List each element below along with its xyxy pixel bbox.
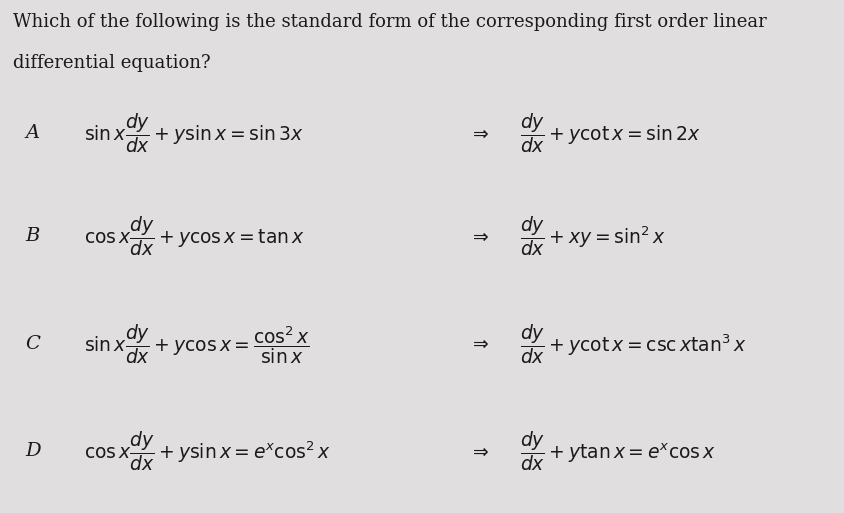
Text: $\dfrac{dy}{dx}+xy=\sin^{2}x$: $\dfrac{dy}{dx}+xy=\sin^{2}x$ — [519, 214, 665, 258]
Text: $\sin x\dfrac{dy}{dx}+y\cos x=\dfrac{\cos^{2}x}{\sin x}$: $\sin x\dfrac{dy}{dx}+y\cos x=\dfrac{\co… — [84, 322, 311, 366]
Text: $\dfrac{dy}{dx}+y\tan x=e^{x}\cos x$: $\dfrac{dy}{dx}+y\tan x=e^{x}\cos x$ — [519, 429, 715, 473]
Text: $\Rightarrow$: $\Rightarrow$ — [468, 334, 489, 353]
Text: B: B — [25, 227, 40, 245]
Text: D: D — [25, 442, 41, 461]
Text: differential equation?: differential equation? — [13, 54, 210, 72]
Text: A: A — [25, 124, 40, 143]
Text: $\dfrac{dy}{dx}+y\cot x=\sin 2x$: $\dfrac{dy}{dx}+y\cot x=\sin 2x$ — [519, 111, 700, 155]
Text: $\Rightarrow$: $\Rightarrow$ — [468, 442, 489, 461]
Text: $\Rightarrow$: $\Rightarrow$ — [468, 124, 489, 143]
Text: $\sin x\dfrac{dy}{dx}+y\sin x=\sin 3x$: $\sin x\dfrac{dy}{dx}+y\sin x=\sin 3x$ — [84, 111, 304, 155]
Text: C: C — [25, 334, 41, 353]
Text: $\Rightarrow$: $\Rightarrow$ — [468, 226, 489, 246]
Text: $\dfrac{dy}{dx}+y\cot x=\csc x\tan^{3}x$: $\dfrac{dy}{dx}+y\cot x=\csc x\tan^{3}x$ — [519, 322, 745, 366]
Text: Which of the following is the standard form of the corresponding first order lin: Which of the following is the standard f… — [13, 13, 766, 31]
Text: $\cos x\dfrac{dy}{dx}+y\cos x=\tan x$: $\cos x\dfrac{dy}{dx}+y\cos x=\tan x$ — [84, 214, 305, 258]
Text: $\cos x\dfrac{dy}{dx}+y\sin x=e^{x}\cos^{2}x$: $\cos x\dfrac{dy}{dx}+y\sin x=e^{x}\cos^… — [84, 429, 331, 473]
